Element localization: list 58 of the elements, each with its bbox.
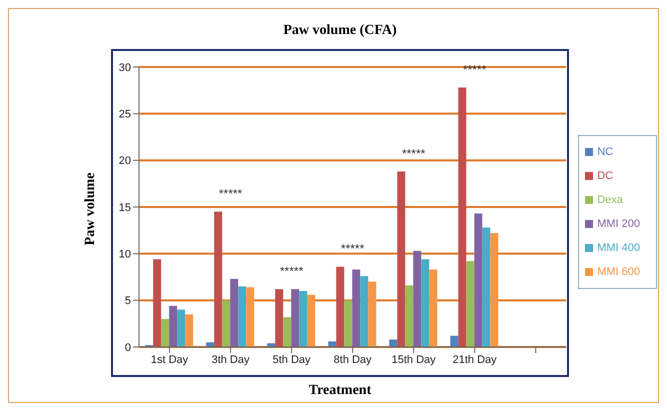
- y-tick-label: 10: [118, 248, 131, 261]
- bar: [360, 276, 368, 347]
- annotation: *****: [280, 264, 304, 278]
- bar: [368, 282, 376, 347]
- x-tick-label: 21th Day: [452, 354, 498, 366]
- x-tick-label: 1st Day: [150, 354, 189, 366]
- y-tick-label: 0: [124, 342, 131, 354]
- bar: [214, 212, 222, 347]
- y-tick-label: 20: [118, 155, 131, 168]
- bar: [397, 172, 406, 347]
- legend-label: MMI 200: [597, 218, 640, 230]
- bar: [413, 250, 422, 347]
- chart-title: Paw volume (CFA): [282, 23, 398, 39]
- x-tick-label: 5th Day: [272, 354, 312, 366]
- y-tick-label: 30: [118, 62, 131, 74]
- legend-label: MMI 400: [597, 242, 640, 254]
- bar: [185, 314, 194, 347]
- bar: [474, 214, 482, 347]
- bar: [161, 319, 170, 347]
- annotation: *****: [340, 242, 365, 256]
- annotation: *****: [218, 186, 243, 201]
- bar: [307, 294, 316, 347]
- bar: [352, 270, 360, 347]
- bar: [299, 291, 308, 347]
- bar: [275, 289, 284, 347]
- bar: [482, 228, 490, 347]
- bar: [490, 233, 498, 347]
- bar: [246, 287, 254, 347]
- bar: [177, 310, 186, 347]
- bar: [466, 261, 474, 347]
- legend-label: NC: [597, 146, 614, 158]
- legend-label: MMI 600: [597, 266, 640, 278]
- y-tick-label: 5: [124, 295, 131, 308]
- y-tick-label: 15: [118, 202, 131, 214]
- bar: [421, 259, 430, 347]
- bar: [283, 317, 292, 347]
- bar: [344, 300, 352, 347]
- bar: [169, 306, 178, 347]
- x-tick-label: 15th Day: [392, 354, 436, 366]
- bar: [153, 259, 162, 347]
- bar: [291, 289, 300, 347]
- legend-label: DC: [597, 170, 614, 182]
- annotation: *****: [402, 146, 426, 161]
- bar: [450, 336, 458, 347]
- y-axis-title: Paw volume: [83, 172, 99, 246]
- x-tick-label: 3th Day: [212, 354, 250, 366]
- legend-label: Dexa: [597, 194, 623, 206]
- bar: [238, 286, 246, 347]
- y-tick-label: 25: [118, 108, 131, 121]
- bar: [222, 300, 230, 347]
- bar: [458, 88, 466, 347]
- bar: [336, 266, 344, 347]
- x-axis-title: Treatment: [308, 383, 372, 399]
- bar: [230, 278, 238, 347]
- bar: [429, 270, 438, 347]
- x-tick-label: 8th Day: [334, 354, 372, 366]
- bar: [389, 340, 398, 347]
- bar: [405, 285, 414, 347]
